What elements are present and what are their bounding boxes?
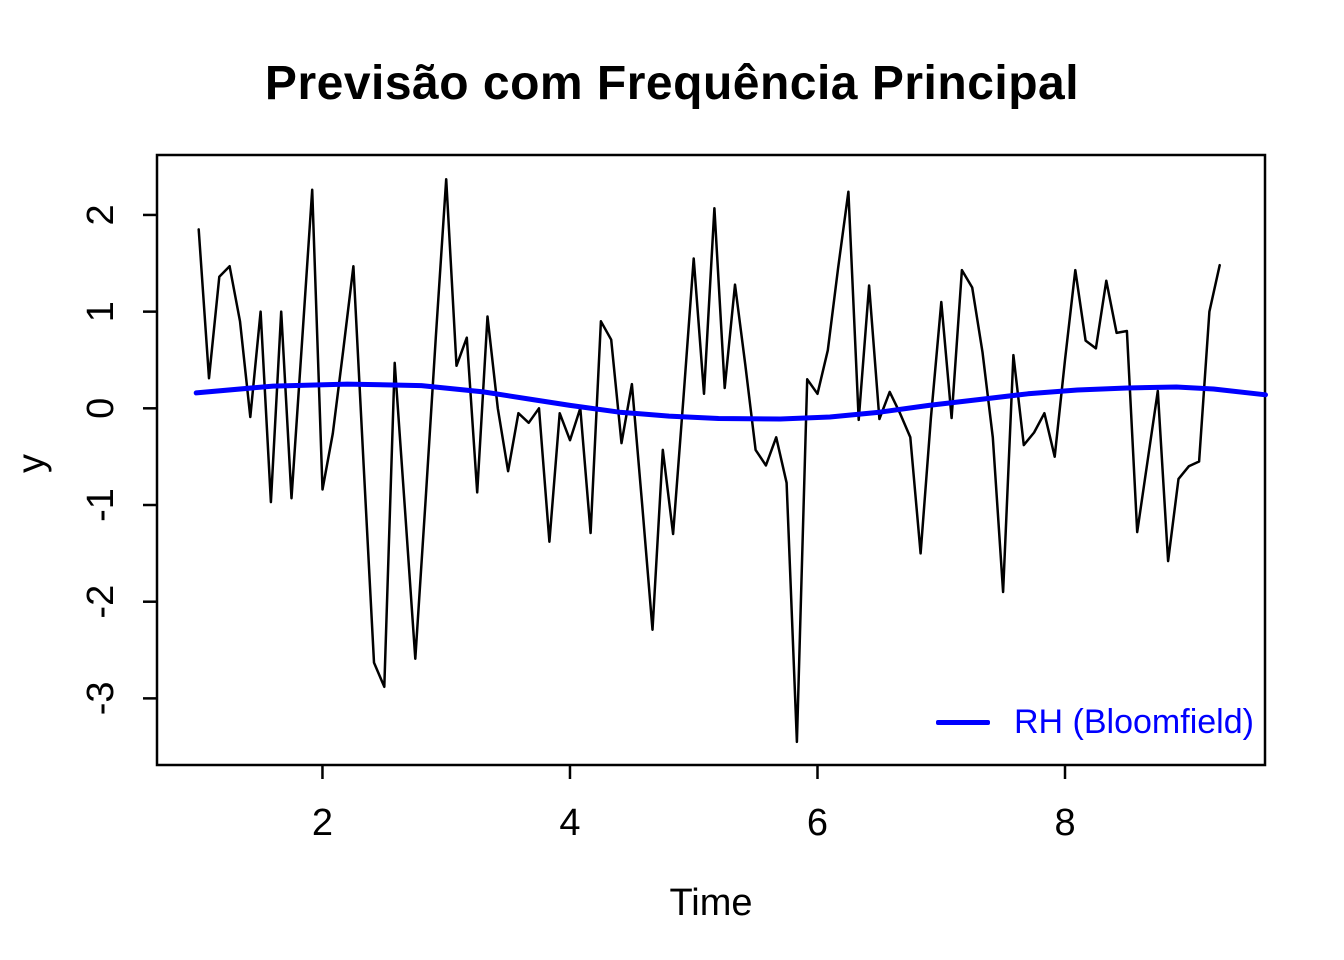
x-tick-label: 4: [559, 802, 580, 844]
y-tick-label: 2: [80, 204, 122, 225]
legend: RH (Bloomfield): [936, 703, 1254, 742]
chart-title: Previsão com Frequência Principal: [264, 57, 1080, 110]
series-line-fit: [193, 381, 1268, 422]
y-tick-label: -3: [80, 681, 122, 715]
x-axis-label: Time: [669, 882, 753, 924]
y-tick-label: 0: [80, 398, 122, 419]
series-line-observed: [197, 177, 1221, 744]
x-tick-label: 2: [312, 802, 333, 844]
y-tick-label: -2: [80, 585, 122, 619]
x-tick-label: 8: [1054, 802, 1075, 844]
y-axis-label: y: [10, 454, 53, 473]
legend-line-swatch: [936, 720, 990, 725]
x-tick-label: 6: [807, 802, 828, 844]
plot-border: [155, 153, 1267, 767]
y-tick-label: -1: [80, 488, 122, 522]
y-tick-label: 1: [80, 301, 122, 322]
legend-label: RH (Bloomfield): [1014, 703, 1254, 741]
